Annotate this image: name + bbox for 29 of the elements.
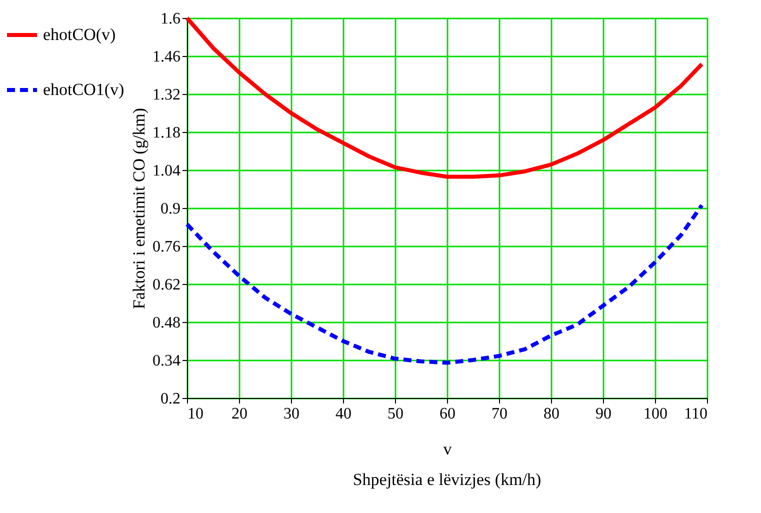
x-tick-label: 90 xyxy=(596,406,612,422)
y-tick-label: 0.2 xyxy=(160,390,180,408)
x-tick-label: 40 xyxy=(336,406,352,422)
x-tick-label: 70 xyxy=(492,406,508,422)
y-tick-label: 1.32 xyxy=(152,86,180,104)
x-tick-label: 30 xyxy=(284,406,300,422)
y-tick-label: 1.46 xyxy=(152,48,180,66)
x-tick-label: 80 xyxy=(544,406,560,422)
x-tick-label: 60 xyxy=(440,406,456,422)
y-tick-label: 0.34 xyxy=(152,352,180,370)
y-tick-label: 1.18 xyxy=(152,124,180,142)
legend-label: ehotCO1(v) xyxy=(43,80,124,99)
x-axis-title: v xyxy=(443,440,452,458)
y-tick-label: 1.6 xyxy=(160,10,180,28)
x-tick-label: 10 xyxy=(188,406,204,422)
y-axis-title: Faktori i emetimit CO (g/km) xyxy=(130,108,148,310)
legend-label: ehotCO(v) xyxy=(43,25,116,44)
line-series xyxy=(185,16,704,179)
y-tick-label: 0.9 xyxy=(160,200,180,218)
x-tick-label: 100 xyxy=(644,406,668,422)
y-tick-label: 0.48 xyxy=(152,314,180,332)
x-tick-label: 110 xyxy=(684,406,708,422)
y-tick-label: 1.04 xyxy=(152,162,180,180)
x-tick-label: 50 xyxy=(388,406,404,422)
y-tick-label: 0.76 xyxy=(152,238,180,256)
text: Shpejtësia e lëvizjes (km/h) xyxy=(352,470,542,489)
x-tick-label: 20 xyxy=(232,406,248,422)
line-series xyxy=(185,203,704,365)
y-tick-label: 0.62 xyxy=(152,276,180,294)
